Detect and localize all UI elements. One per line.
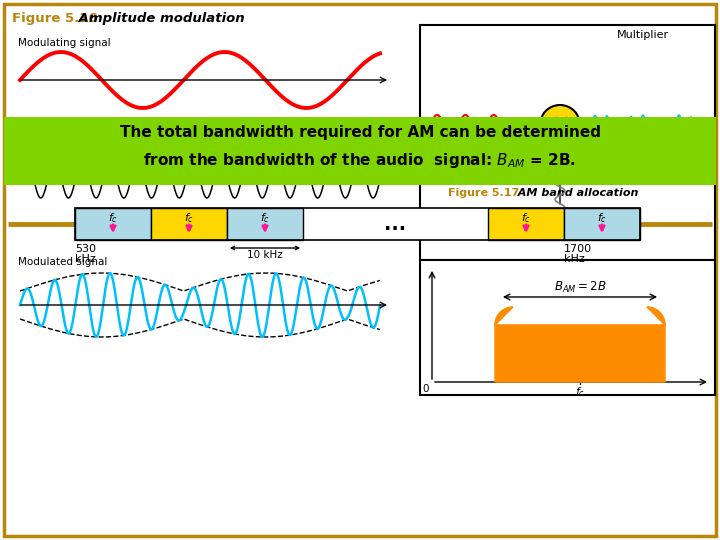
Text: $f_c$: $f_c$ [568,172,578,185]
Text: Figure 5.16: Figure 5.16 [12,12,98,25]
Text: Carrier frequency: Carrier frequency [18,147,109,157]
Text: $f_c$: $f_c$ [108,211,118,225]
Text: kHz: kHz [75,254,96,264]
Text: Amplitude modulation: Amplitude modulation [74,12,245,25]
Text: $f_c$: $f_c$ [597,211,607,225]
Bar [564,208,640,240]
Bar [151,208,227,240]
Text: Oscillator: Oscillator [518,221,571,231]
Circle shape [540,105,580,145]
Text: 10 kHz: 10 kHz [247,250,283,260]
Text: Multiplier: Multiplier [617,30,669,40]
Text: $f_c$: $f_c$ [184,211,194,225]
Text: 0: 0 [423,384,429,394]
Text: from the bandwidth of the audio  signal: $B_{AM}$ = 2B.: from the bandwidth of the audio signal: … [143,151,577,170]
Text: $f_c$: $f_c$ [575,385,585,399]
Text: $f_c$: $f_c$ [260,211,270,225]
Bar [4,117,716,185]
Text: 530: 530 [75,244,96,254]
Text: $B_{AM} = 2B$: $B_{AM} = 2B$ [554,280,606,295]
Text: kHz: kHz [564,254,585,264]
Text: Modulating signal: Modulating signal [18,38,111,48]
Text: ✕: ✕ [551,115,570,135]
Bar [488,208,564,240]
Text: ...: ... [384,214,407,233]
Text: 1700: 1700 [564,244,592,254]
Polygon shape [495,307,665,382]
Text: The total bandwidth required for AM can be determined: The total bandwidth required for AM can … [120,125,600,140]
Bar [420,260,715,395]
Text: AM band allocation: AM band allocation [510,188,639,198]
Bar [303,208,488,240]
Text: Figure 5.17: Figure 5.17 [448,188,519,198]
Text: Modulated signal: Modulated signal [18,257,107,267]
Bar [500,212,590,240]
Bar [75,208,151,240]
Text: $f_c$: $f_c$ [521,211,531,225]
Bar [75,208,640,240]
Bar [227,208,303,240]
Bar [420,25,715,260]
